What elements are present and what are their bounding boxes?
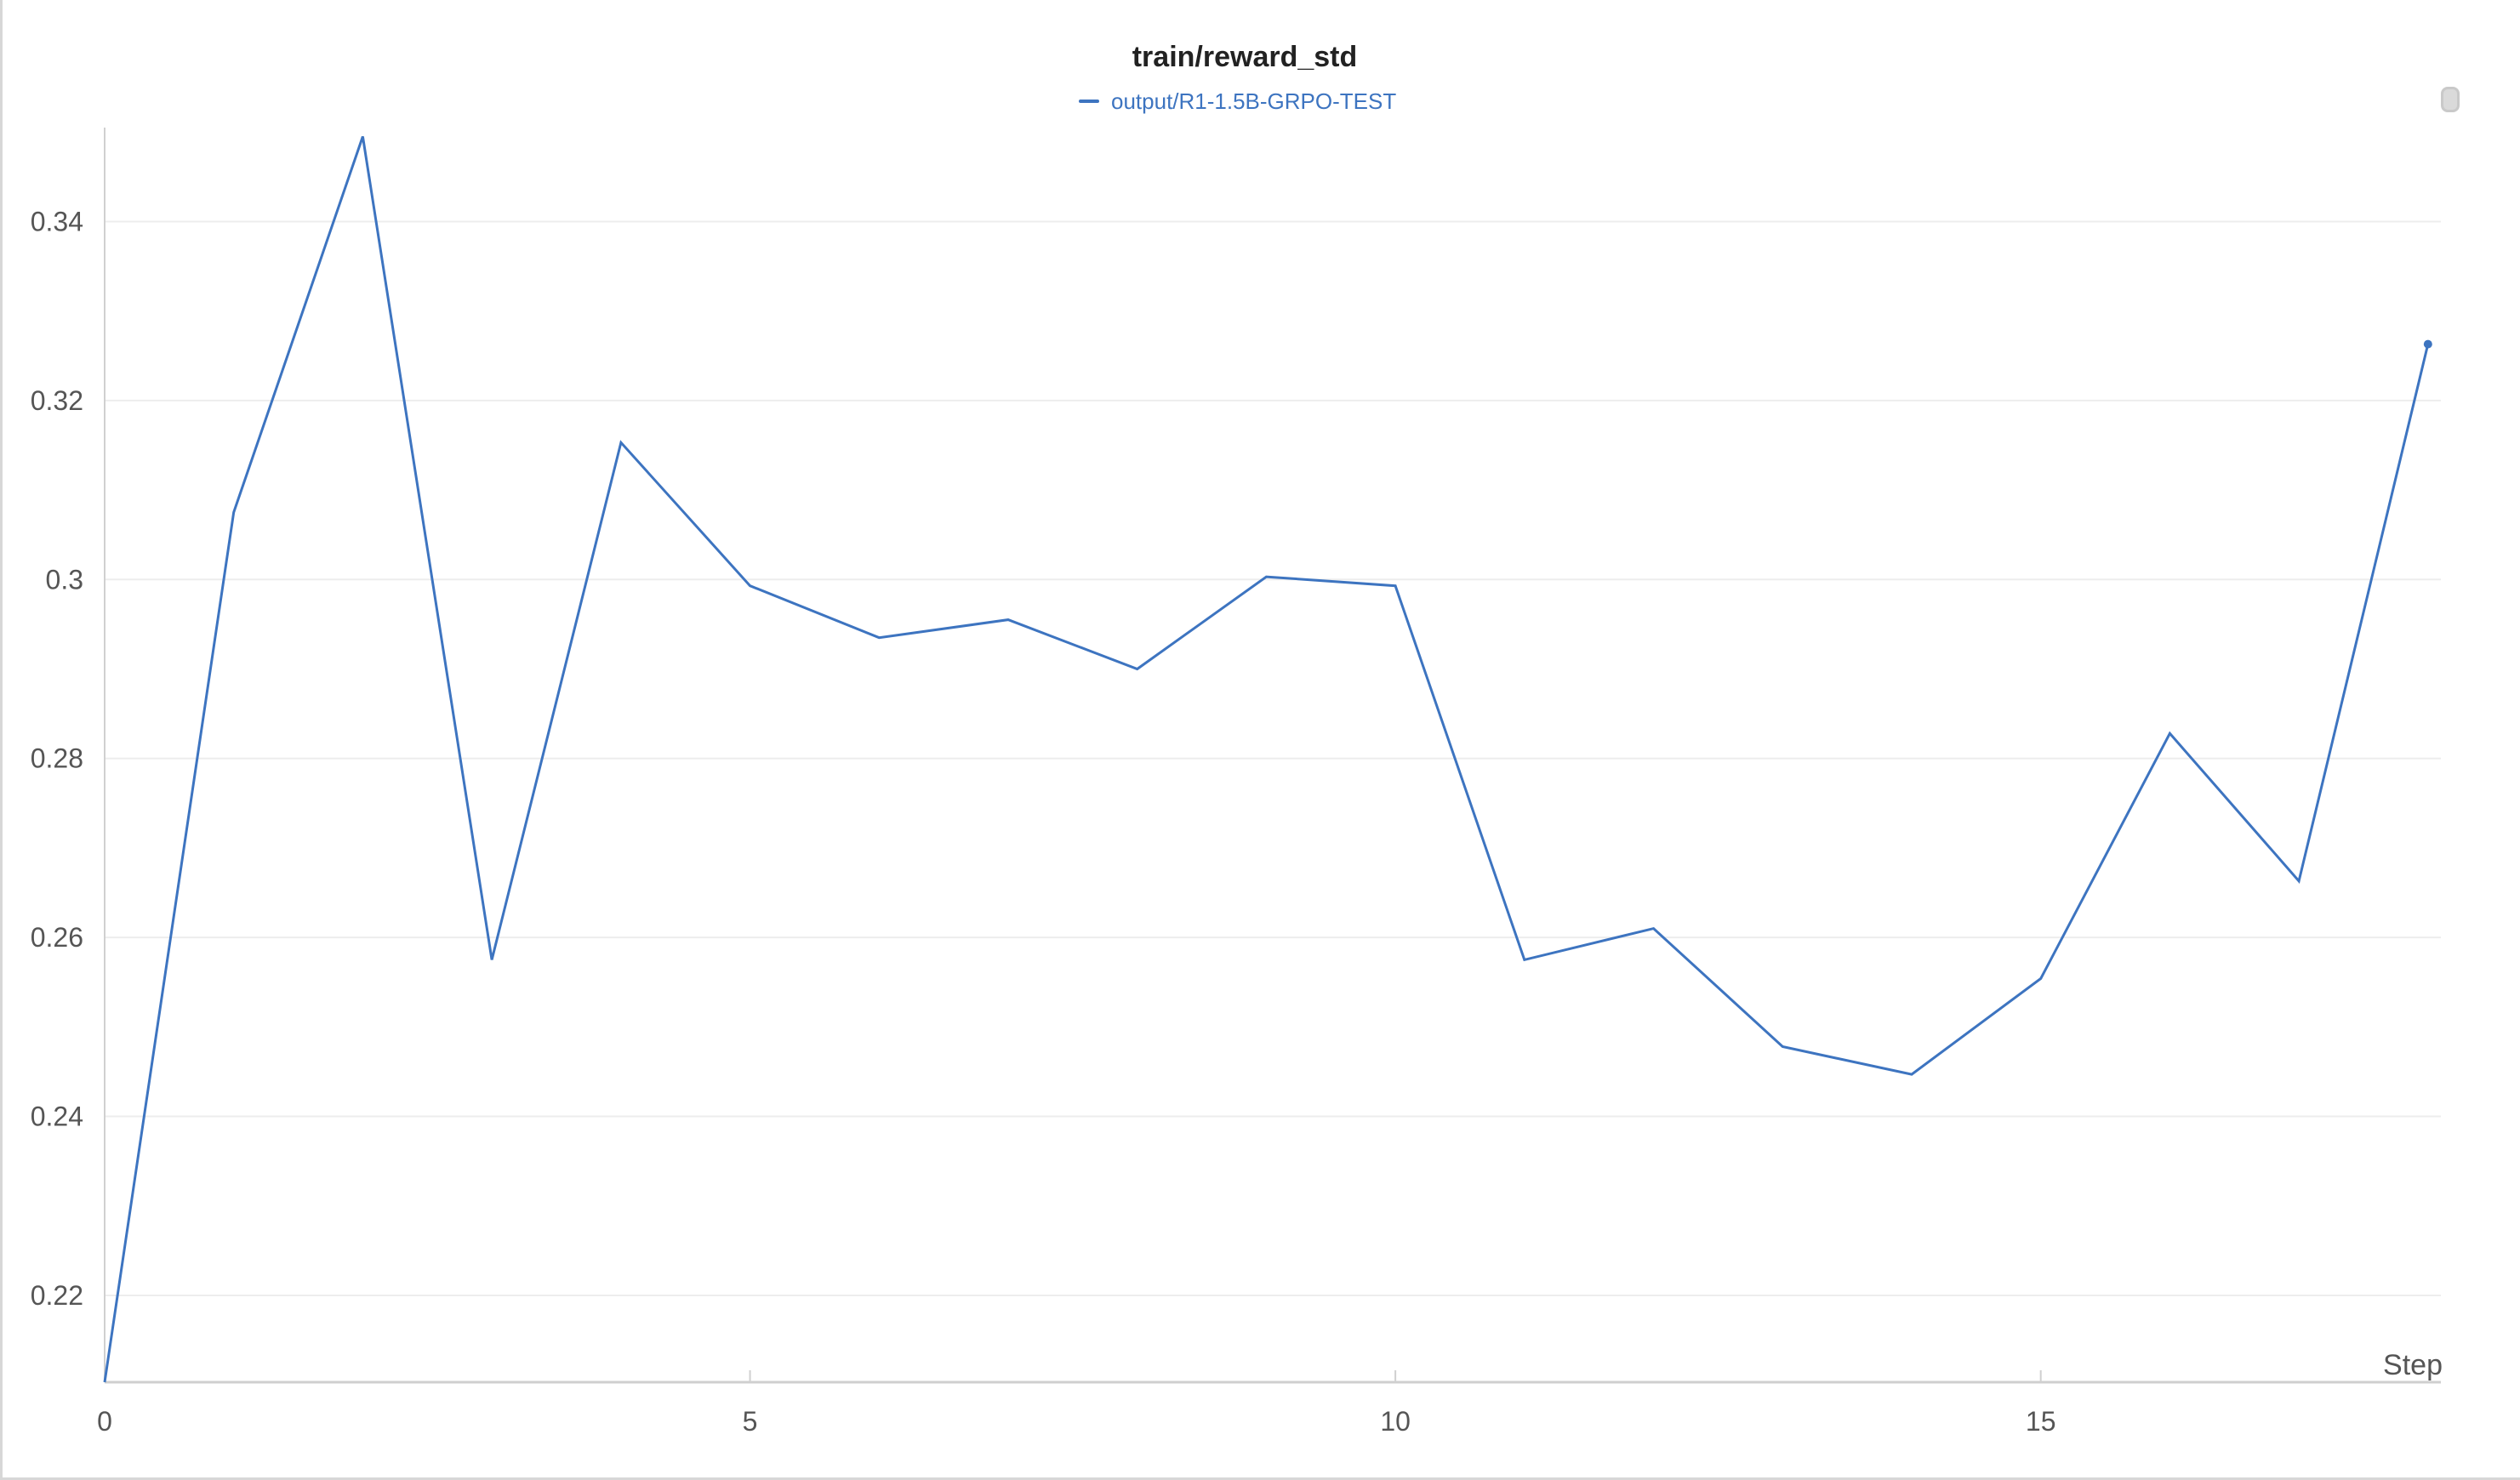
y-tick-label: 0.26 <box>31 922 83 953</box>
x-tick-label: 0 <box>97 1406 112 1437</box>
legend-label: output/R1-1.5B-GRPO-TEST <box>1111 88 1397 114</box>
y-tick-label: 0.3 <box>46 564 83 595</box>
chart-title: train/reward_std <box>1132 41 1358 73</box>
series-line <box>103 136 2430 1383</box>
y-tick-label: 0.32 <box>31 385 83 416</box>
series-layer <box>103 136 2432 1383</box>
data-point <box>2423 339 2432 349</box>
x-tick-label: 5 <box>743 1406 758 1437</box>
line-chart: 0.22 0.24 0.26 0.28 0.3 0.32 0.34 0 5 10 15 Step <box>31 128 2443 1437</box>
grid-lines <box>105 220 2441 1296</box>
tick-labels: 0.22 0.24 0.26 0.28 0.3 0.32 0.34 0 5 10 15 <box>31 206 2056 1437</box>
x-tick-label: 15 <box>2026 1406 2056 1437</box>
y-tick-label: 0.28 <box>31 743 83 774</box>
y-tick-label: 0.34 <box>31 206 83 236</box>
scroll-handle-icon[interactable] <box>2441 87 2460 112</box>
y-tick-label: 0.22 <box>31 1280 83 1311</box>
legend-swatch <box>1079 100 1099 103</box>
x-tick-label: 10 <box>1380 1406 1411 1437</box>
x-axis-label: Step <box>2383 1349 2443 1381</box>
axes <box>104 128 2441 1384</box>
y-tick-label: 0.24 <box>31 1101 83 1132</box>
legend[interactable]: output/R1-1.5B-GRPO-TEST <box>1079 87 1396 116</box>
